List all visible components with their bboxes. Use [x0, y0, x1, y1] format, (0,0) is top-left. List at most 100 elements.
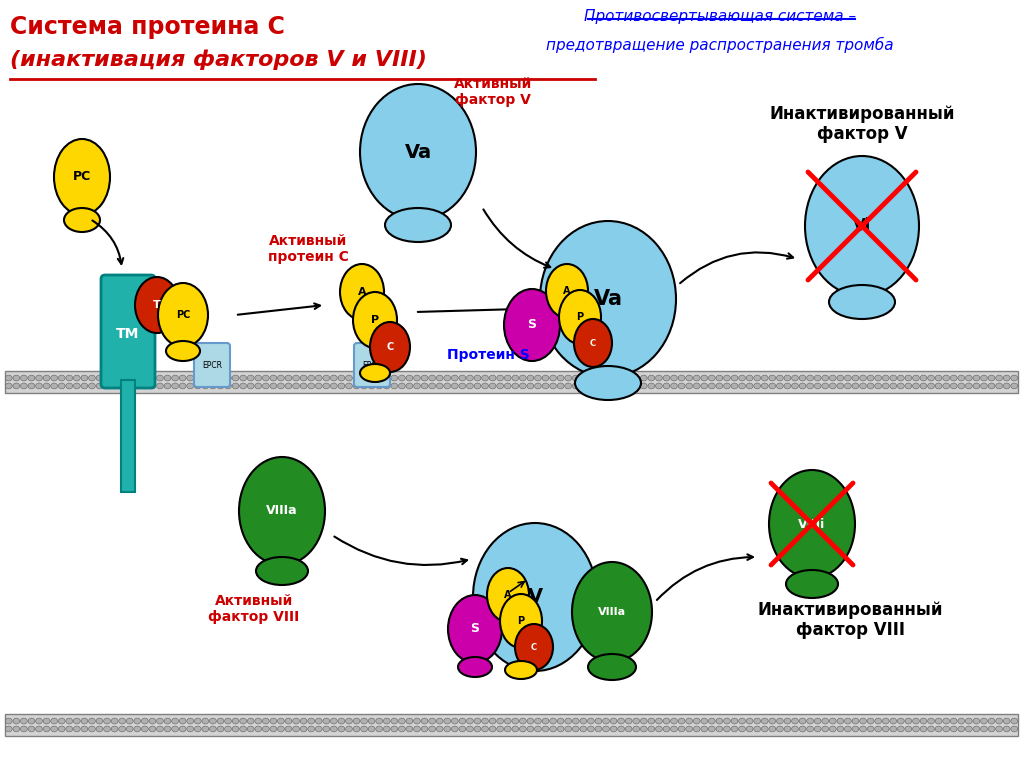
- Ellipse shape: [512, 375, 519, 381]
- Ellipse shape: [5, 383, 12, 389]
- Ellipse shape: [572, 375, 580, 381]
- Ellipse shape: [179, 726, 186, 732]
- Ellipse shape: [709, 726, 715, 732]
- Ellipse shape: [935, 718, 942, 724]
- Ellipse shape: [353, 718, 359, 724]
- Ellipse shape: [640, 375, 647, 381]
- Ellipse shape: [88, 375, 95, 381]
- Ellipse shape: [195, 726, 201, 732]
- Ellipse shape: [5, 375, 12, 381]
- Ellipse shape: [928, 726, 935, 732]
- Ellipse shape: [912, 726, 920, 732]
- Ellipse shape: [369, 383, 375, 389]
- Ellipse shape: [874, 718, 882, 724]
- Ellipse shape: [421, 383, 428, 389]
- Ellipse shape: [112, 718, 118, 724]
- Text: EPCR: EPCR: [362, 360, 382, 370]
- Ellipse shape: [278, 726, 285, 732]
- Text: S: S: [527, 318, 537, 331]
- Ellipse shape: [799, 383, 806, 389]
- Ellipse shape: [51, 375, 57, 381]
- Ellipse shape: [633, 375, 640, 381]
- Ellipse shape: [724, 718, 730, 724]
- Ellipse shape: [505, 718, 511, 724]
- Ellipse shape: [331, 383, 337, 389]
- Ellipse shape: [731, 375, 738, 381]
- Ellipse shape: [232, 375, 239, 381]
- Ellipse shape: [385, 208, 451, 242]
- Ellipse shape: [897, 726, 904, 732]
- Ellipse shape: [700, 375, 708, 381]
- Ellipse shape: [459, 726, 466, 732]
- Ellipse shape: [784, 375, 791, 381]
- Ellipse shape: [96, 383, 102, 389]
- Ellipse shape: [746, 375, 753, 381]
- Bar: [5, 371, 1018, 393]
- Ellipse shape: [88, 726, 95, 732]
- Ellipse shape: [921, 375, 927, 381]
- Ellipse shape: [981, 383, 987, 389]
- Ellipse shape: [186, 726, 194, 732]
- Ellipse shape: [81, 375, 88, 381]
- Ellipse shape: [429, 718, 435, 724]
- Ellipse shape: [829, 383, 837, 389]
- Ellipse shape: [345, 383, 352, 389]
- Ellipse shape: [285, 383, 292, 389]
- Ellipse shape: [345, 718, 352, 724]
- Ellipse shape: [262, 718, 269, 724]
- Ellipse shape: [186, 375, 194, 381]
- Ellipse shape: [376, 718, 383, 724]
- Ellipse shape: [633, 383, 640, 389]
- Ellipse shape: [467, 383, 473, 389]
- Ellipse shape: [966, 718, 972, 724]
- Ellipse shape: [921, 383, 927, 389]
- Ellipse shape: [957, 718, 965, 724]
- Ellipse shape: [353, 292, 397, 348]
- Ellipse shape: [497, 383, 504, 389]
- Ellipse shape: [580, 726, 587, 732]
- Ellipse shape: [995, 375, 1002, 381]
- Ellipse shape: [973, 726, 980, 732]
- Ellipse shape: [664, 375, 670, 381]
- Ellipse shape: [112, 383, 118, 389]
- Ellipse shape: [270, 726, 276, 732]
- Ellipse shape: [574, 319, 612, 367]
- Text: A: A: [504, 590, 512, 600]
- Ellipse shape: [66, 375, 73, 381]
- Ellipse shape: [671, 383, 678, 389]
- Ellipse shape: [481, 718, 488, 724]
- Ellipse shape: [459, 718, 466, 724]
- Ellipse shape: [617, 375, 625, 381]
- Ellipse shape: [602, 375, 609, 381]
- Ellipse shape: [308, 383, 314, 389]
- Ellipse shape: [436, 375, 443, 381]
- Ellipse shape: [262, 726, 269, 732]
- Ellipse shape: [852, 726, 859, 732]
- Ellipse shape: [792, 383, 799, 389]
- Ellipse shape: [557, 375, 564, 381]
- Ellipse shape: [421, 718, 428, 724]
- Ellipse shape: [315, 375, 323, 381]
- Ellipse shape: [822, 726, 828, 732]
- Ellipse shape: [655, 383, 663, 389]
- Ellipse shape: [716, 718, 723, 724]
- Ellipse shape: [595, 718, 602, 724]
- Ellipse shape: [338, 375, 345, 381]
- Ellipse shape: [473, 523, 597, 671]
- Ellipse shape: [799, 375, 806, 381]
- Ellipse shape: [580, 375, 587, 381]
- Ellipse shape: [845, 375, 851, 381]
- Ellipse shape: [897, 375, 904, 381]
- Ellipse shape: [202, 726, 209, 732]
- Ellipse shape: [443, 383, 451, 389]
- Ellipse shape: [54, 139, 110, 215]
- Ellipse shape: [716, 375, 723, 381]
- Text: Va: Va: [404, 143, 431, 162]
- Ellipse shape: [988, 383, 995, 389]
- Ellipse shape: [995, 718, 1002, 724]
- Ellipse shape: [776, 718, 783, 724]
- Ellipse shape: [626, 718, 632, 724]
- Ellipse shape: [595, 383, 602, 389]
- Ellipse shape: [119, 726, 126, 732]
- Ellipse shape: [96, 375, 102, 381]
